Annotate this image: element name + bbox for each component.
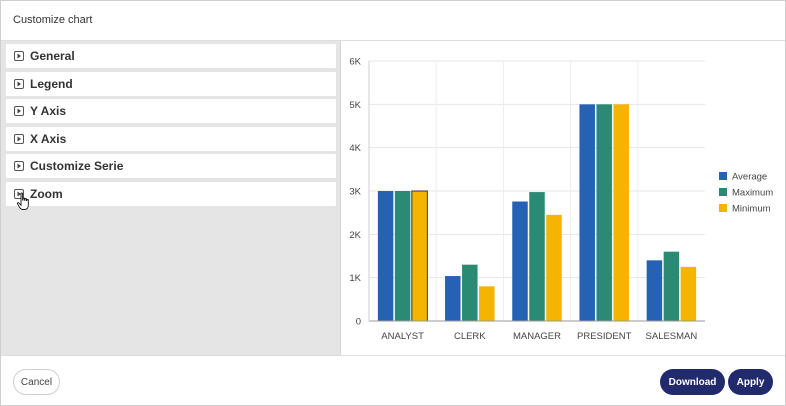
chart-area: 0 1K 2K 3K 4K 5K 6K ANALYST CLERK MANAGER PRESIDEN…: [342, 41, 785, 355]
x-tick-label: PRESIDENT: [577, 331, 632, 342]
legend-label: Minimum: [732, 204, 771, 215]
y-tick-label: 2K: [349, 230, 361, 241]
expand-icon[interactable]: [14, 133, 24, 144]
x-tick-label: SALESMAN: [646, 331, 698, 342]
bar-average: [579, 104, 595, 321]
x-tick-label: CLERK: [454, 331, 486, 342]
legend-label: Average: [732, 172, 767, 183]
expand-icon[interactable]: [14, 106, 24, 116]
bar-chart: 0 1K 2K 3K 4K 5K 6K ANALYST CLERK MANAGER PRESIDEN…: [349, 57, 773, 343]
bar-maximum: [663, 251, 680, 321]
apply-button[interactable]: Apply: [728, 369, 773, 395]
section-general[interactable]: General: [6, 44, 336, 68]
download-button[interactable]: Download: [660, 369, 725, 395]
bar-maximum: [462, 264, 478, 321]
section-label: Customize Serie: [30, 159, 124, 173]
section-label: General: [30, 49, 75, 63]
settings-panel: General Legend Y Axis X Axis Customize S…: [1, 41, 341, 355]
section-label: Legend: [30, 76, 73, 91]
bar-average: [445, 276, 461, 321]
bar-average: [512, 201, 528, 321]
bar-minimum: [546, 214, 562, 321]
bar-minimum: [613, 104, 629, 321]
bar-maximum: [529, 192, 545, 321]
section-label: Zoom: [30, 186, 63, 201]
section-zoom[interactable]: Zoom: [6, 181, 336, 210]
section-x-axis[interactable]: X Axis: [6, 126, 336, 151]
section-y-axis[interactable]: Y Axis: [6, 99, 336, 123]
bar-average: [646, 260, 663, 321]
expand-icon[interactable]: [14, 188, 24, 199]
dialog-footer: Cancel Download Apply: [1, 355, 785, 405]
legend-swatch: [719, 204, 727, 212]
legend-swatch: [719, 172, 727, 180]
dialog-title: Customize chart: [13, 14, 93, 26]
bar-minimum: [680, 266, 697, 321]
cancel-button[interactable]: Cancel: [13, 369, 60, 395]
expand-icon[interactable]: [14, 78, 24, 89]
bar-average: [377, 191, 394, 321]
section-label: Y Axis: [30, 104, 67, 118]
bar-minimum: [479, 286, 495, 321]
dialog-header: Customize chart: [1, 1, 785, 41]
y-tick-label: 1K: [349, 273, 361, 284]
y-tick-label: 4K: [349, 143, 361, 154]
legend-swatch: [719, 188, 727, 196]
bar-maximum: [596, 104, 612, 321]
x-tick-label: ANALYST: [381, 331, 424, 342]
bar-minimum: [411, 190, 428, 322]
bar-maximum: [394, 191, 411, 321]
expand-icon[interactable]: [14, 51, 24, 61]
y-tick-label: 5K: [349, 100, 361, 111]
section-label: X Axis: [30, 131, 67, 146]
y-tick-label: 3K: [349, 187, 361, 198]
section-legend[interactable]: Legend: [6, 71, 336, 96]
y-tick-label: 0: [356, 317, 361, 328]
legend-label: Maximum: [732, 188, 773, 199]
y-tick-label: 6K: [349, 57, 361, 68]
expand-icon[interactable]: [14, 161, 24, 171]
hand-pointer-icon: [16, 191, 29, 210]
x-tick-label: MANAGER: [513, 331, 561, 342]
section-customize-serie[interactable]: Customize Serie: [6, 154, 336, 178]
